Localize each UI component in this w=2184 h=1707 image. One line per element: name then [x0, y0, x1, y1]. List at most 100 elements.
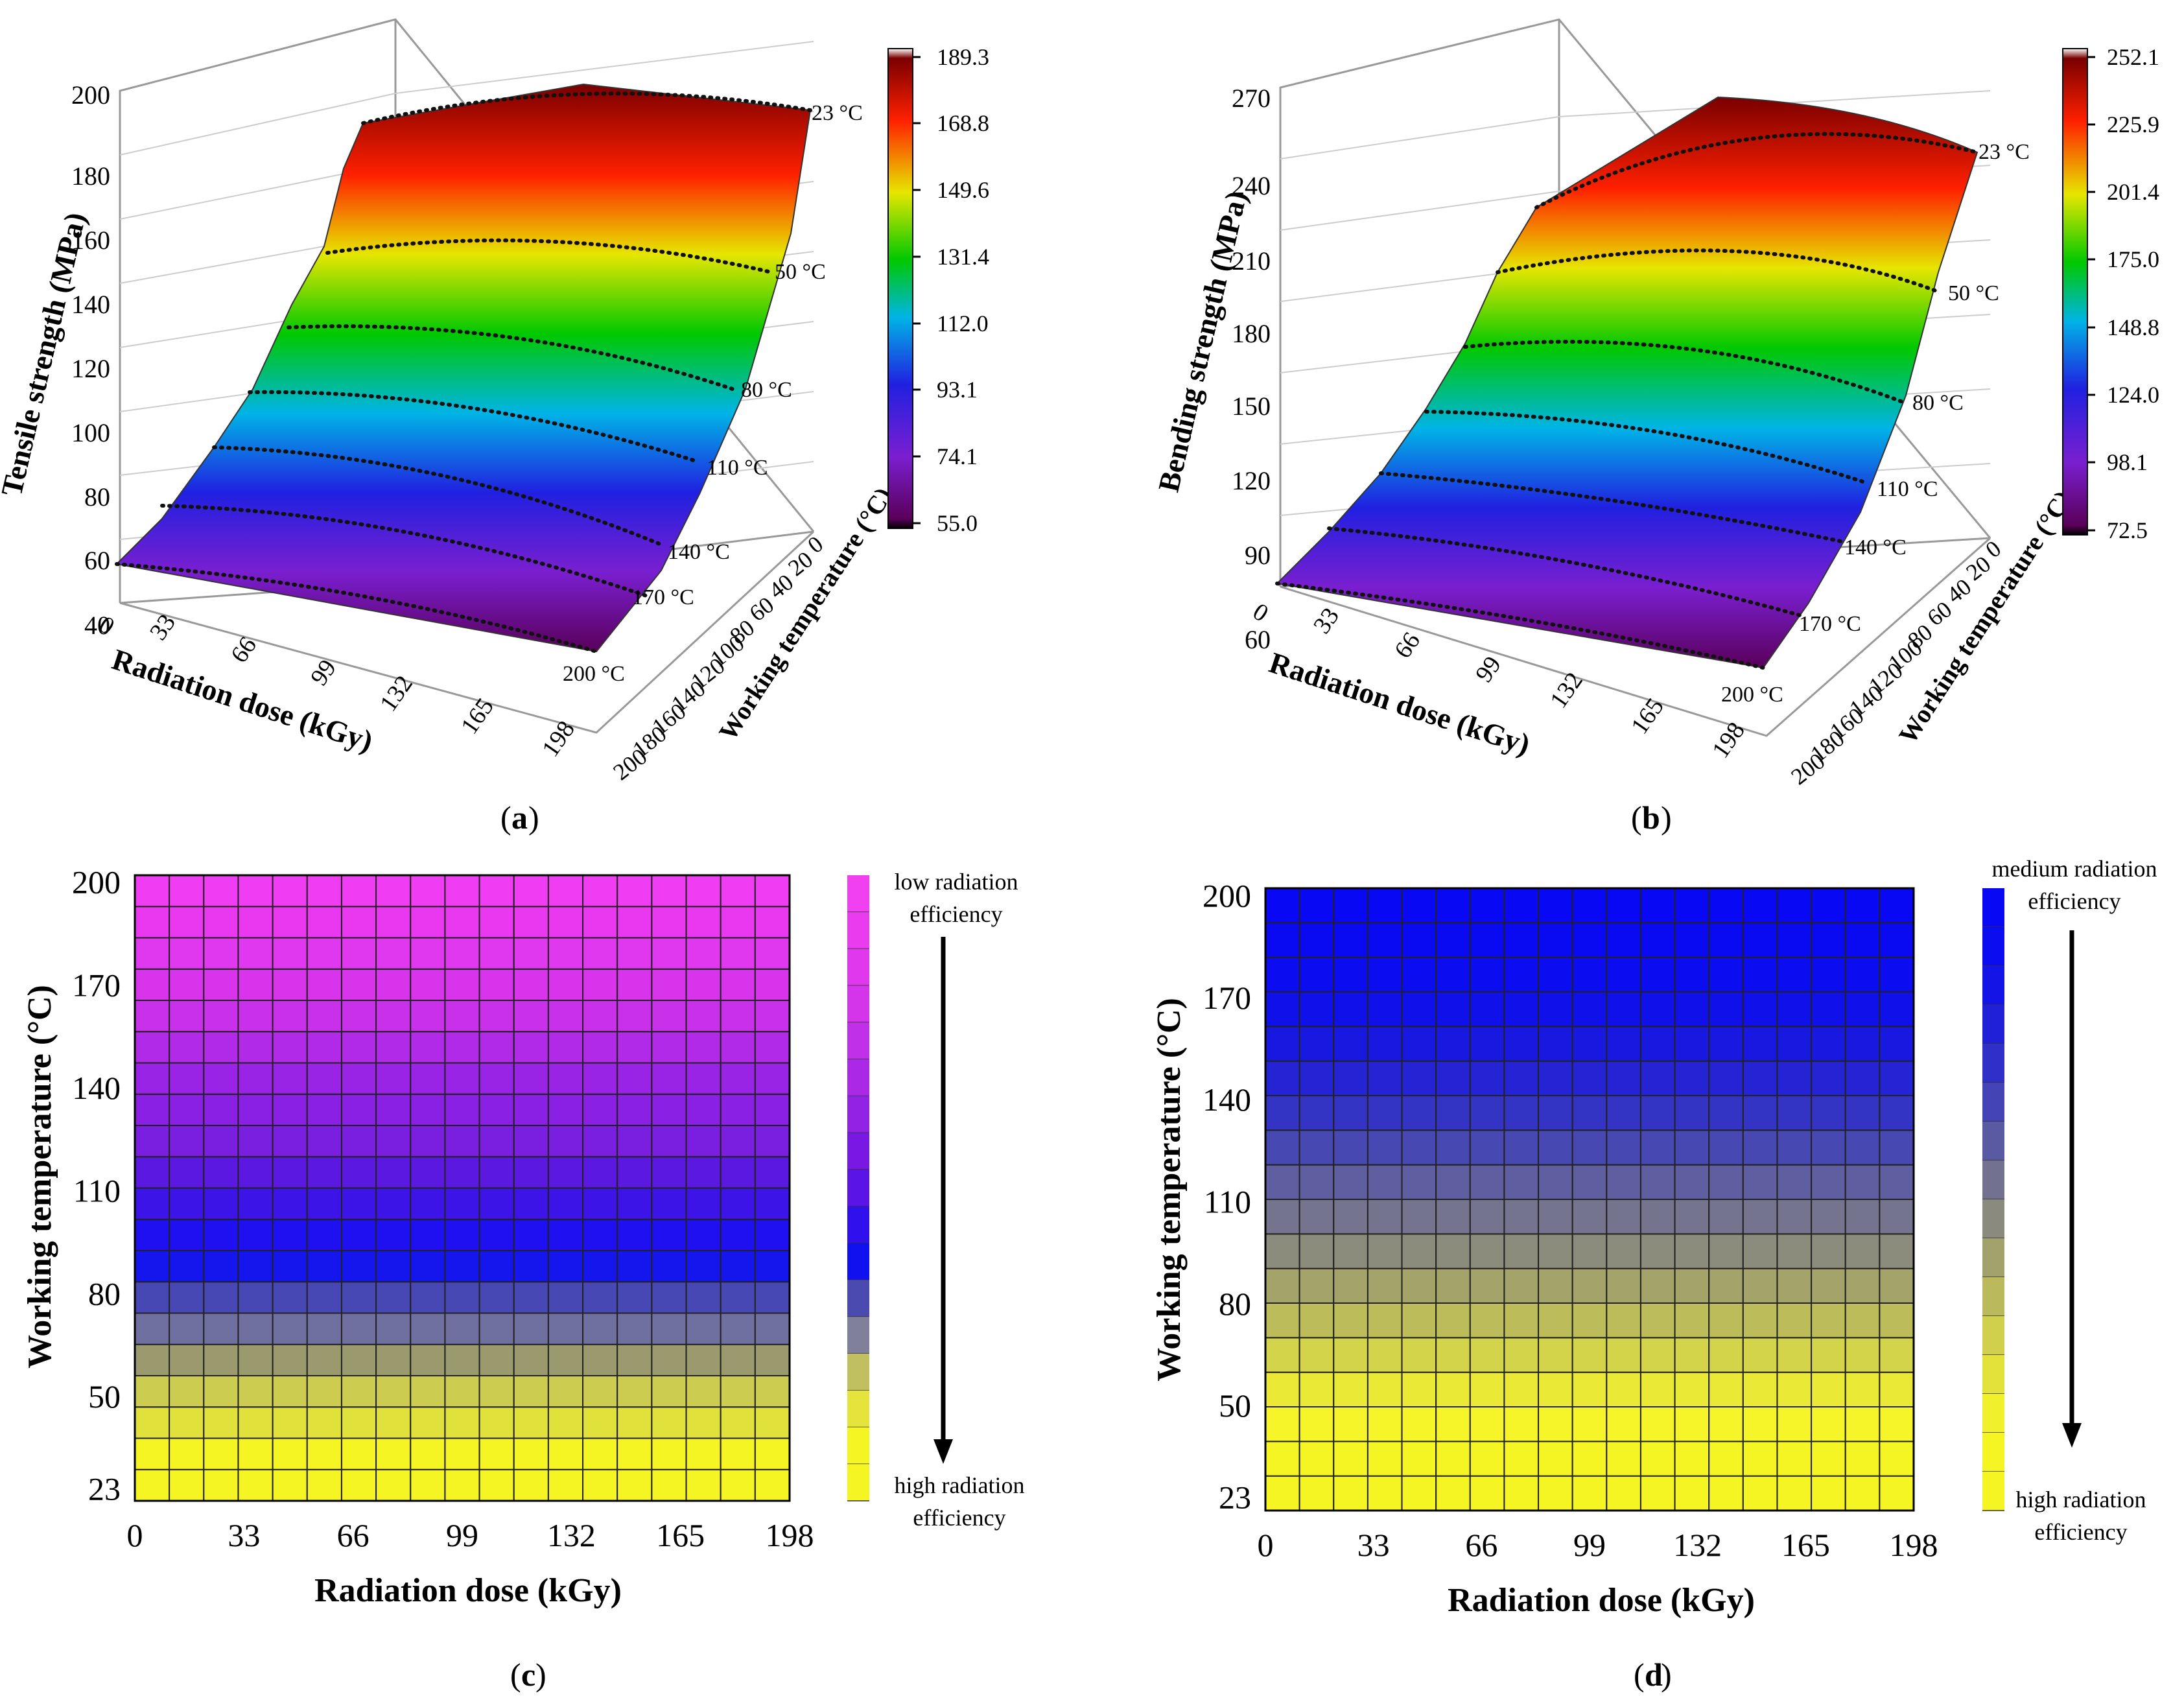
panel-c-cell	[340, 1062, 377, 1095]
panel-d-cell	[1879, 1129, 1914, 1166]
panel-c-cell	[237, 906, 274, 939]
panel-a-contours	[115, 91, 812, 653]
panel-c-cell	[582, 875, 618, 908]
panel-c-legend-swatch	[847, 1206, 869, 1243]
panel-c-cell	[478, 1406, 515, 1439]
panel-d-cell	[1639, 1337, 1676, 1373]
panel-c-cell	[375, 1156, 412, 1189]
panel-d-cell	[1298, 956, 1335, 993]
panel-d-cell	[1435, 1164, 1471, 1200]
panel-d-cell	[1265, 1406, 1300, 1442]
panel-d-cell	[1265, 1337, 1300, 1373]
panel-c-cell	[444, 1187, 480, 1220]
panel-d-cell	[1674, 956, 1710, 993]
panel-c-cell	[582, 1281, 618, 1314]
panel-d-cell	[1265, 1233, 1300, 1269]
panel-d-cell	[1742, 1475, 1778, 1512]
panel-c-cell	[237, 1437, 274, 1470]
panel-d-cell	[1844, 1371, 1881, 1408]
panel-c-cell	[547, 1156, 584, 1189]
panel-c-cell	[651, 1000, 687, 1033]
panel-d-cell	[1538, 1441, 1573, 1477]
panel-c-x-tick: 0	[127, 1517, 143, 1553]
panel-c-x-tick: 33	[228, 1517, 260, 1553]
panel-d-legend-swatch	[1982, 1316, 2004, 1355]
panel-d-cell	[1708, 1371, 1744, 1408]
panel-d-cell	[1639, 922, 1676, 958]
panel-c-cell	[478, 1375, 515, 1408]
panel-d-cell	[1742, 1129, 1778, 1166]
panel-d-cell	[1265, 1371, 1300, 1408]
svg-text:(: (	[1634, 1656, 1645, 1693]
panel-b-colorbar-label: 124.0	[2107, 382, 2159, 408]
panel-d-cell	[1367, 1129, 1403, 1166]
panel-c-cell	[169, 1062, 205, 1095]
panel-c-legend-swatch	[847, 1170, 869, 1207]
panel-c-cell	[754, 1312, 791, 1345]
panel-d-cell	[1333, 1441, 1368, 1477]
panel-c-cell	[203, 1093, 239, 1126]
panel-d-cell	[1367, 922, 1403, 958]
panel-d-cell	[1674, 1475, 1710, 1512]
panel-c-cell	[478, 1343, 515, 1376]
panel-a-y-tick: 120	[71, 354, 110, 383]
panel-d-cell	[1776, 1199, 1813, 1235]
panel-c-cell	[306, 1125, 342, 1158]
panel-c-cell	[169, 968, 205, 1001]
panel-c-cell	[306, 1156, 342, 1189]
panel-c-cell	[651, 1062, 687, 1095]
panel-c-cell	[410, 1312, 446, 1345]
panel-c-cell	[410, 1218, 446, 1251]
panel-d-cell	[1538, 1164, 1573, 1200]
panel-c-cell	[685, 937, 722, 970]
panel-b-y-tick: 90	[1245, 541, 1271, 570]
panel-c-cell	[410, 1093, 446, 1126]
panel-c-cell	[237, 875, 274, 908]
panel-c-cell	[513, 1187, 549, 1220]
panel-c-cell	[203, 1375, 239, 1408]
panel-d-cell	[1298, 1302, 1335, 1339]
panel-c-cell	[685, 1218, 722, 1251]
panel-c-legend-swatch	[847, 1059, 869, 1096]
panel-d-cell	[1503, 1267, 1540, 1304]
panel-c-cell	[272, 1218, 308, 1251]
panel-d-cell	[1844, 991, 1881, 1028]
panel-d-x-tick: 66	[1465, 1527, 1497, 1563]
panel-c-cell	[582, 1156, 618, 1189]
panel-d-cell	[1844, 888, 1881, 924]
panel-d-cell	[1538, 1371, 1573, 1408]
panel-c-x-tick: 198	[766, 1517, 814, 1553]
panel-a-y-tick: 180	[71, 161, 110, 191]
panel-d-cell	[1879, 1060, 1914, 1096]
panel-d-cell	[1333, 1129, 1368, 1166]
panel-c-cell	[410, 1437, 446, 1470]
panel-d-legend-arrow	[2062, 930, 2082, 1448]
panel-c-cell	[340, 1312, 377, 1345]
panel-c-cell	[306, 1093, 342, 1126]
panel-c-y-tick: 50	[88, 1378, 121, 1415]
panel-d-cell	[1265, 1267, 1300, 1304]
panel-c-cell	[547, 1000, 584, 1033]
panel-c-x-tick: 66	[337, 1517, 370, 1553]
panel-b-x-tick: 165	[1626, 693, 1669, 739]
panel-d-cell	[1435, 1406, 1471, 1442]
panel-c-cell	[237, 1281, 274, 1314]
panel-c-caption-letter: c	[521, 1656, 535, 1693]
panel-c-cell	[203, 1437, 239, 1470]
panel-c-cell	[134, 1281, 170, 1314]
panel-b-y-tick: 120	[1232, 466, 1271, 495]
panel-d-cell	[1776, 1406, 1813, 1442]
panel-d-cell	[1435, 1302, 1471, 1339]
panel-c-cell	[616, 1093, 653, 1126]
panel-d-cell	[1639, 1233, 1676, 1269]
panel-c-cell	[169, 1250, 205, 1283]
panel-c-cell	[169, 906, 205, 939]
panel-c-cell	[444, 875, 480, 908]
panel-d-cell	[1367, 1233, 1403, 1269]
panel-d-cell	[1265, 1475, 1300, 1512]
panel-c-cell	[616, 1312, 653, 1345]
panel-d-cell	[1435, 1129, 1471, 1166]
panel-c-cell	[306, 968, 342, 1001]
panel-c-cell	[685, 1437, 722, 1470]
panel-c-cell	[582, 1093, 618, 1126]
